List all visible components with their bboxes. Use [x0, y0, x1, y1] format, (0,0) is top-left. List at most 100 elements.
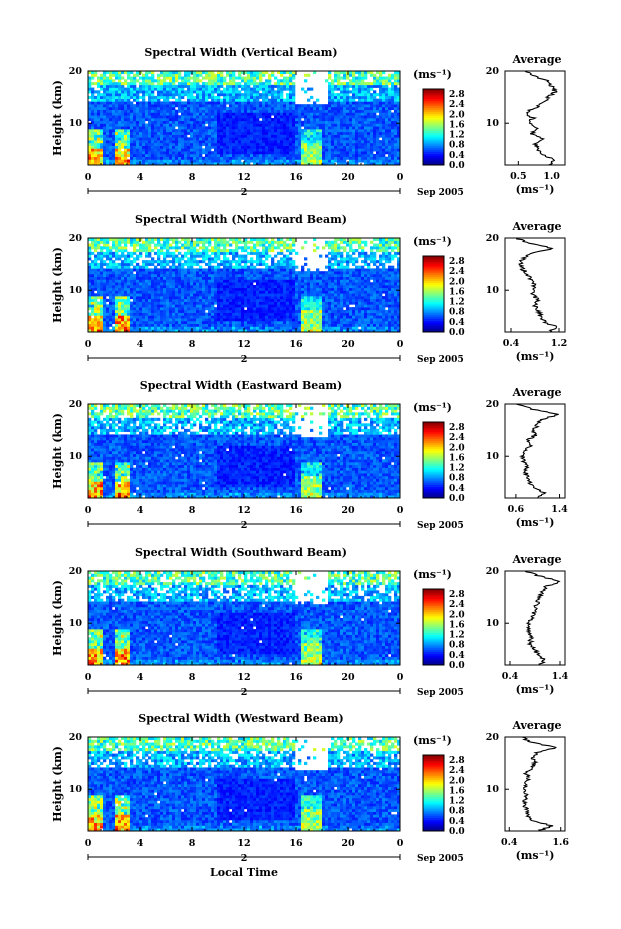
heatmap-cell: [268, 326, 272, 330]
heatmap-cell: [310, 112, 314, 116]
heatmap-cell: [268, 296, 272, 300]
heatmap-cell: [292, 134, 296, 138]
heatmap-cell: [358, 307, 362, 311]
heatmap-cell: [286, 315, 290, 319]
heatmap-cell: [298, 315, 302, 319]
heatmap-cell: [118, 287, 122, 291]
heatmap-cell: [229, 95, 233, 99]
heatmap-cell: [148, 79, 152, 83]
heatmap-cell: [91, 326, 95, 330]
heatmap-cell: [214, 112, 218, 116]
heatmap-cell: [268, 126, 272, 130]
heatmap-cell: [139, 137, 143, 141]
heatmap-cell: [286, 120, 290, 124]
heatmap-cell: [229, 296, 233, 300]
heatmap-cell: [295, 329, 299, 333]
heatmap-cell: [214, 120, 218, 124]
heatmap-cell: [334, 79, 338, 83]
heatmap-cell: [94, 126, 98, 130]
heatmap-cell: [193, 87, 197, 91]
heatmap-cell: [202, 323, 206, 327]
heatmap-cell: [235, 145, 239, 149]
heatmap-cell: [157, 106, 161, 110]
heatmap-cell: [154, 134, 158, 138]
heatmap-cell: [307, 151, 311, 155]
heatmap-cell: [349, 140, 353, 144]
heatmap-cell: [163, 118, 167, 122]
heatmap-cell: [367, 134, 371, 138]
heatmap-cell: [328, 159, 332, 163]
heatmap-cell: [271, 293, 275, 297]
heatmap-cell: [376, 301, 380, 305]
heatmap-cell: [217, 315, 221, 319]
heatmap-cell: [229, 93, 233, 97]
heatmap-cell: [355, 93, 359, 97]
heatmap-cell: [202, 93, 206, 97]
heatmap-cell: [370, 142, 374, 146]
heatmap-cell: [373, 148, 377, 152]
heatmap-cell: [271, 84, 275, 88]
heatmap-cell: [151, 112, 155, 116]
heatmap-cell: [310, 153, 314, 157]
heatmap-cell: [370, 329, 374, 333]
heatmap-cell: [229, 73, 233, 77]
heatmap-cell: [115, 106, 119, 110]
heatmap-cell: [370, 109, 374, 113]
heatmap-cell: [151, 109, 155, 113]
heatmap-cell: [397, 162, 401, 166]
heatmap-cell: [112, 318, 116, 322]
heatmap-cell: [124, 129, 128, 133]
heatmap-cell: [274, 129, 278, 133]
heatmap-cell: [244, 134, 248, 138]
heatmap-cell: [193, 98, 197, 102]
heatmap-cell: [232, 82, 236, 86]
heatmap-cell: [322, 293, 326, 297]
heatmap-cell: [100, 323, 104, 327]
heatmap-cell: [142, 156, 146, 160]
heatmap-cell: [169, 120, 173, 124]
heatmap-cell: [376, 309, 380, 313]
heatmap-cell: [262, 120, 266, 124]
heatmap-cell: [262, 109, 266, 113]
heatmap-cell: [118, 115, 122, 119]
heatmap-cell: [235, 84, 239, 88]
heatmap-cell: [193, 106, 197, 110]
heatmap-cell: [265, 309, 269, 313]
heatmap-cell: [106, 129, 110, 133]
heatmap-cell: [334, 318, 338, 322]
heatmap-cell: [316, 318, 320, 322]
heatmap-cell: [229, 148, 233, 152]
heatmap-cell: [304, 304, 308, 308]
heatmap-cell: [220, 156, 224, 160]
heatmap-cell: [373, 145, 377, 149]
heatmap-cell: [181, 104, 185, 108]
heatmap-cell: [91, 112, 95, 116]
heatmap-cell: [313, 106, 317, 110]
heatmap-cell: [169, 298, 173, 302]
heatmap-cell: [292, 159, 296, 163]
heatmap-cell: [202, 137, 206, 141]
heatmap-cell: [220, 120, 224, 124]
heatmap-cell: [340, 118, 344, 122]
heatmap-cell: [283, 87, 287, 91]
heatmap-cell: [214, 142, 218, 146]
heatmap-cell: [169, 148, 173, 152]
heatmap-cell: [325, 298, 329, 302]
heatmap-cell: [379, 112, 383, 116]
heatmap-cell: [148, 109, 152, 113]
heatmap-cell: [178, 151, 182, 155]
heatmap-cell: [91, 312, 95, 316]
heatmap-cell: [352, 115, 356, 119]
heatmap-cell: [334, 145, 338, 149]
heatmap-cell: [295, 290, 299, 294]
heatmap-cell: [307, 312, 311, 316]
heatmap-cell: [136, 73, 140, 77]
heatmap-cell: [181, 151, 185, 155]
heatmap-cell: [157, 79, 161, 83]
heatmap-cell: [283, 145, 287, 149]
heatmap-cell: [127, 304, 131, 308]
heatmap-cell: [289, 95, 293, 99]
heatmap-cell: [277, 153, 281, 157]
heatmap-cell: [103, 76, 107, 80]
heatmap-cell: [139, 159, 143, 163]
